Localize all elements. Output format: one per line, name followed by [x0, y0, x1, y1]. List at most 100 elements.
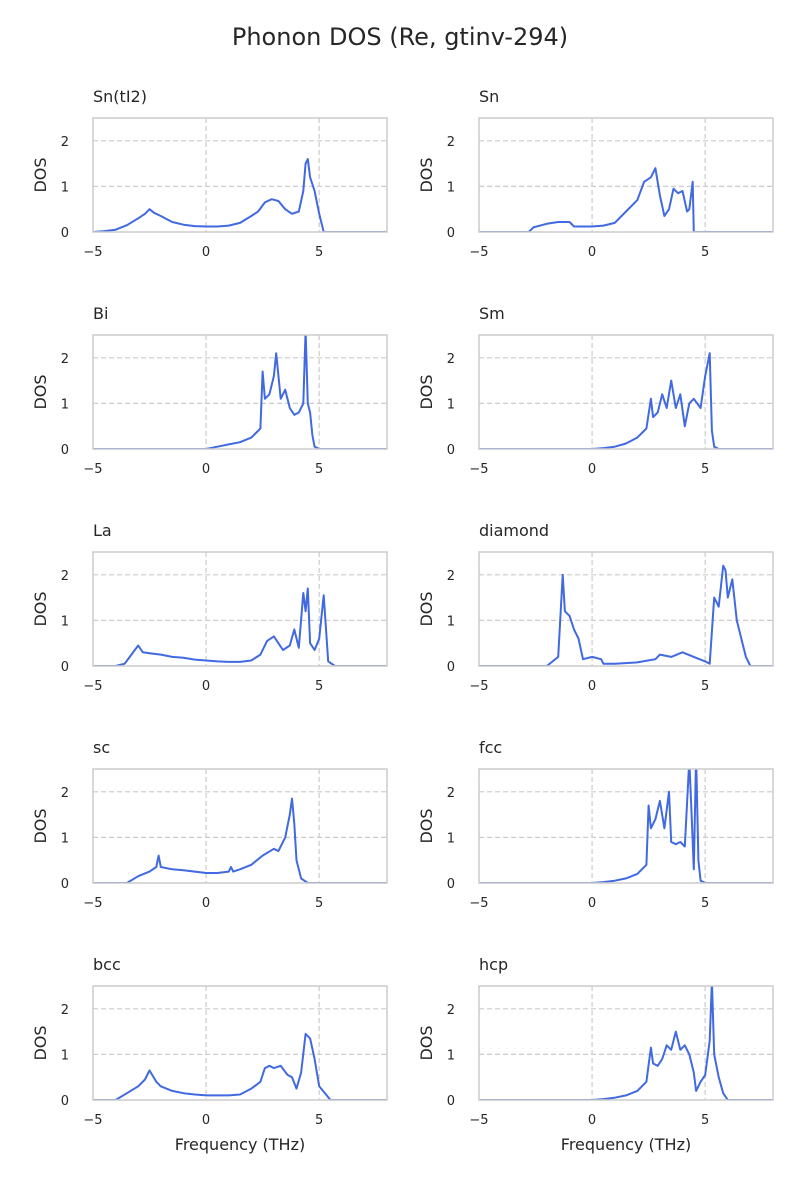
subplot-6: −5 0 5 0 1 2 DOS sc [31, 738, 388, 911]
subplot-0: −5 0 5 0 1 2 DOS Sn(tI2) [31, 87, 388, 260]
dos-line [93, 158, 387, 232]
y-tick-label: 0 [61, 443, 69, 458]
dos-line [479, 167, 773, 232]
y-tick-label: 2 [61, 135, 69, 150]
y-tick-label: 1 [447, 397, 455, 412]
y-tick-label: 1 [61, 614, 69, 629]
y-tick-label: 0 [447, 1094, 455, 1109]
subplot-3: −5 0 5 0 1 2 DOS Sm [417, 304, 774, 477]
dos-line [93, 1032, 387, 1100]
x-tick-label: 5 [315, 1113, 323, 1128]
plot-frame [478, 334, 774, 450]
x-tick-label: 0 [202, 245, 210, 260]
y-axis-label: DOS [31, 157, 50, 192]
plot-frame [92, 117, 388, 233]
y-tick-label: 2 [61, 786, 69, 801]
x-axis-label: Frequency (THz) [561, 1135, 691, 1154]
x-tick-label: 5 [701, 679, 709, 694]
subplot-title: diamond [479, 521, 549, 540]
subplot-title: bcc [93, 955, 121, 974]
y-tick-label: 2 [447, 352, 455, 367]
y-axis-label: DOS [31, 1025, 50, 1060]
y-tick-label: 1 [447, 614, 455, 629]
plot-frame [92, 551, 388, 667]
dos-line [479, 564, 773, 666]
y-tick-label: 0 [61, 1094, 69, 1109]
x-tick-label: 0 [588, 1113, 596, 1128]
subplot-9: −5 0 5 0 1 2 DOS hcp Frequency (THz) [417, 955, 774, 1154]
y-tick-label: 2 [447, 135, 455, 150]
y-axis-label: DOS [31, 374, 50, 409]
y-tick-label: 1 [61, 831, 69, 846]
plot-frame [478, 985, 774, 1101]
subplot-title: Sn [479, 87, 499, 106]
dos-line [479, 769, 773, 883]
figure-title: Phonon DOS (Re, gtinv-294) [232, 23, 568, 51]
y-tick-label: 2 [61, 352, 69, 367]
x-tick-label: 5 [315, 679, 323, 694]
y-tick-label: 2 [447, 569, 455, 584]
y-tick-label: 2 [61, 1003, 69, 1018]
y-axis-label: DOS [417, 591, 436, 626]
x-tick-label: 0 [202, 896, 210, 911]
x-tick-label: 0 [202, 679, 210, 694]
plot-frame [478, 768, 774, 884]
x-tick-label: 5 [315, 462, 323, 477]
y-tick-label: 0 [61, 877, 69, 892]
x-tick-label: −5 [83, 679, 102, 694]
y-tick-label: 0 [61, 660, 69, 675]
subplot-title: fcc [479, 738, 502, 757]
dos-line [93, 335, 387, 449]
x-tick-label: 0 [588, 679, 596, 694]
dos-line [93, 587, 387, 666]
x-tick-label: 0 [588, 896, 596, 911]
x-tick-label: −5 [83, 462, 102, 477]
x-tick-label: 0 [202, 1113, 210, 1128]
x-tick-label: 0 [588, 462, 596, 477]
subplot-2: −5 0 5 0 1 2 DOS Bi [31, 304, 388, 477]
y-tick-label: 1 [61, 397, 69, 412]
x-tick-label: −5 [83, 896, 102, 911]
y-tick-label: 2 [61, 569, 69, 584]
y-tick-label: 0 [447, 443, 455, 458]
y-axis-label: DOS [31, 591, 50, 626]
x-tick-label: 0 [202, 462, 210, 477]
x-tick-label: 5 [701, 1113, 709, 1128]
x-tick-label: −5 [83, 245, 102, 260]
subplot-1: −5 0 5 0 1 2 DOS Sn [417, 87, 774, 260]
plot-frame [92, 985, 388, 1101]
subplot-title: hcp [479, 955, 508, 974]
subplot-title: Sn(tI2) [93, 87, 147, 106]
subplot-title: Sm [479, 304, 505, 323]
plot-frame [92, 768, 388, 884]
x-tick-label: 5 [701, 462, 709, 477]
x-tick-label: −5 [469, 245, 488, 260]
y-tick-label: 2 [447, 1003, 455, 1018]
dos-line [479, 352, 773, 449]
plot-frame [92, 334, 388, 450]
y-axis-label: DOS [417, 157, 436, 192]
y-tick-label: 1 [447, 180, 455, 195]
y-axis-label: DOS [31, 808, 50, 843]
y-tick-label: 0 [447, 226, 455, 241]
x-tick-label: 5 [315, 245, 323, 260]
subplot-4: −5 0 5 0 1 2 DOS La [31, 521, 388, 694]
y-axis-label: DOS [417, 1025, 436, 1060]
subplot-title: Bi [93, 304, 108, 323]
y-tick-label: 2 [447, 786, 455, 801]
x-tick-label: −5 [469, 462, 488, 477]
x-tick-label: 0 [588, 245, 596, 260]
y-tick-label: 1 [447, 831, 455, 846]
x-tick-label: 5 [701, 245, 709, 260]
dos-line [93, 797, 387, 883]
subplot-title: sc [93, 738, 110, 757]
y-tick-label: 1 [61, 1048, 69, 1063]
y-tick-label: 0 [447, 877, 455, 892]
subplot-7: −5 0 5 0 1 2 DOS fcc [417, 738, 774, 911]
x-tick-label: −5 [469, 679, 488, 694]
x-axis-label: Frequency (THz) [175, 1135, 305, 1154]
dos-line [479, 986, 773, 1100]
subplot-8: −5 0 5 0 1 2 DOS bcc Frequency (THz) [31, 955, 388, 1154]
x-tick-label: −5 [83, 1113, 102, 1128]
